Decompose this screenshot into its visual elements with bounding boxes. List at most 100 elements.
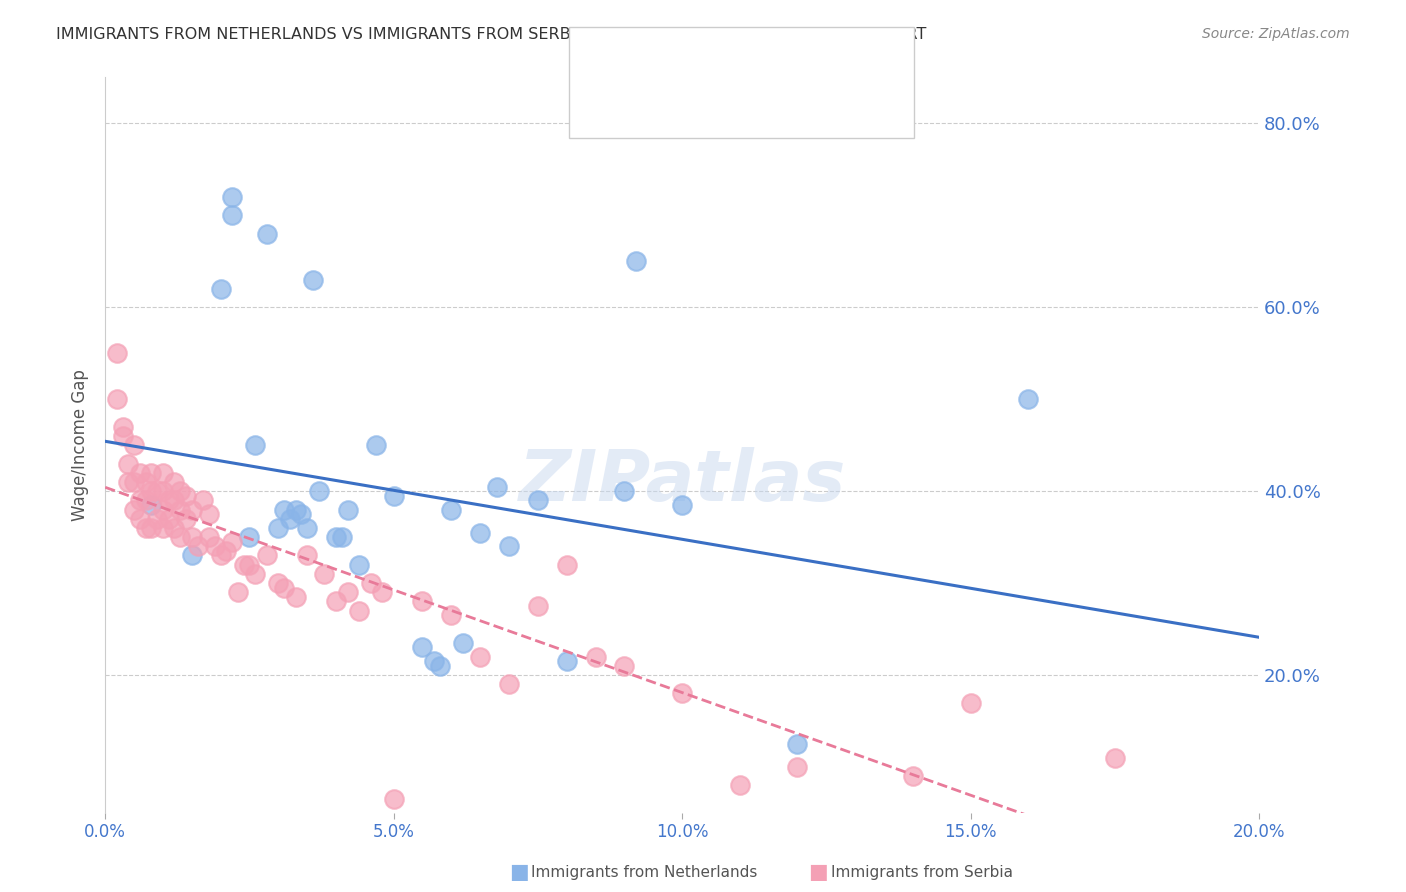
Point (128, 512, 150, 526)
Point (470, 649, 492, 664)
Point (613, 658, 636, 673)
Point (498, 539, 520, 553)
Point (295, 521, 318, 535)
Point (209, 549, 232, 563)
Point (174, 489, 197, 503)
Point (146, 512, 169, 526)
Point (411, 640, 433, 655)
Point (959, 696, 981, 710)
Point (169, 530, 191, 544)
Point (411, 594, 433, 608)
Point (117, 475, 139, 489)
Point (180, 530, 202, 544)
Point (111, 419, 134, 434)
Point (256, 549, 278, 563)
Point (470, 525, 492, 540)
Point (382, 489, 405, 503)
Point (302, 273, 325, 287)
Point (366, 438, 388, 452)
Point (256, 227, 278, 241)
Point (141, 521, 163, 535)
Point (527, 599, 550, 613)
Point (198, 507, 221, 521)
Text: ■: ■ (598, 91, 620, 115)
Point (193, 493, 215, 508)
Point (221, 190, 243, 204)
Point (382, 792, 405, 806)
Point (141, 498, 163, 512)
Point (308, 484, 330, 499)
Point (278, 512, 301, 526)
Point (221, 208, 243, 222)
Point (901, 769, 924, 783)
Text: ■: ■ (598, 50, 620, 74)
Point (186, 539, 208, 553)
Text: Immigrants from Serbia: Immigrants from Serbia (831, 865, 1012, 880)
Text: ZIPatlas: ZIPatlas (519, 448, 846, 516)
Point (180, 502, 202, 516)
Point (325, 594, 347, 608)
Point (451, 636, 474, 650)
Point (198, 530, 221, 544)
Point (152, 466, 174, 480)
Point (152, 521, 174, 535)
Text: 0.106: 0.106 (672, 53, 724, 70)
Point (163, 475, 186, 489)
Point (128, 466, 150, 480)
Point (157, 493, 180, 508)
Point (330, 530, 353, 544)
Point (245, 438, 267, 452)
Point (238, 558, 260, 572)
Text: Source: ZipAtlas.com: Source: ZipAtlas.com (1202, 27, 1350, 41)
Point (245, 566, 267, 581)
Point (585, 649, 607, 664)
Point (728, 778, 751, 792)
Point (169, 484, 191, 499)
Point (209, 282, 232, 296)
Text: N = 37: N = 37 (731, 53, 793, 70)
Point (141, 466, 163, 480)
Point (215, 544, 238, 558)
Point (671, 498, 693, 512)
Text: ■: ■ (509, 863, 529, 882)
Point (122, 475, 145, 489)
Point (135, 475, 157, 489)
Point (555, 654, 578, 668)
Point (105, 392, 128, 407)
Point (786, 760, 808, 774)
Point (273, 502, 295, 516)
Point (498, 677, 520, 691)
Point (284, 590, 307, 604)
Point (440, 502, 463, 516)
Point (238, 530, 260, 544)
Point (174, 512, 197, 526)
Point (624, 254, 647, 268)
Point (267, 521, 290, 535)
Point (169, 502, 191, 516)
Text: ■: ■ (808, 863, 828, 882)
Point (122, 438, 145, 452)
Point (671, 686, 693, 700)
Y-axis label: Wage/Income Gap: Wage/Income Gap (72, 369, 89, 521)
Point (429, 658, 451, 673)
Point (146, 484, 169, 499)
Point (135, 521, 157, 535)
Point (163, 493, 186, 508)
Point (128, 493, 150, 508)
Point (555, 558, 578, 572)
Point (486, 479, 509, 493)
Text: R =: R = (626, 95, 657, 112)
Point (135, 493, 157, 508)
Point (122, 502, 145, 516)
Point (347, 558, 370, 572)
Text: R =: R = (626, 53, 657, 70)
Point (111, 429, 134, 443)
Point (157, 512, 180, 526)
Point (152, 484, 174, 499)
Point (267, 576, 290, 591)
Point (314, 566, 336, 581)
Point (141, 484, 163, 499)
Point (117, 457, 139, 471)
Point (423, 654, 446, 668)
Point (613, 484, 636, 499)
